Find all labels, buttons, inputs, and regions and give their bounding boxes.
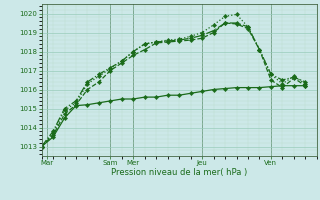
X-axis label: Pression niveau de la mer( hPa ): Pression niveau de la mer( hPa ) [111,168,247,177]
